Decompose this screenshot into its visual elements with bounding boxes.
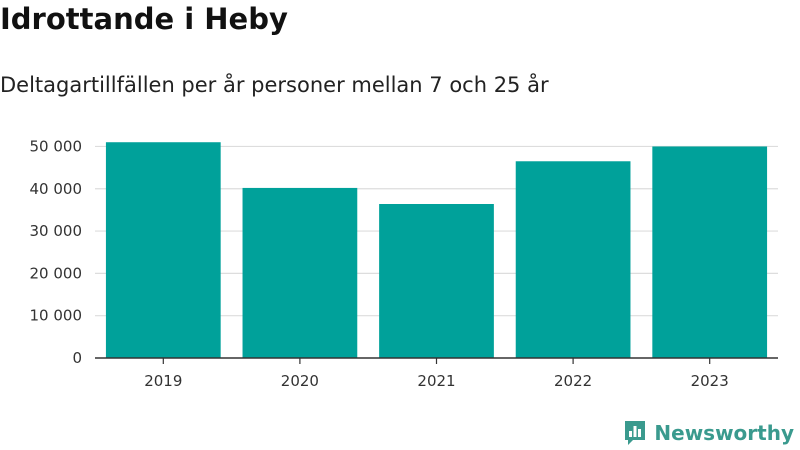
y-tick-label: 20 000: [30, 264, 83, 282]
newsworthy-logo: Newsworthy: [623, 420, 794, 446]
bar-2021: [379, 204, 494, 358]
x-tick-label: 2021: [417, 372, 455, 390]
bar-2020: [242, 187, 358, 358]
axes: 0 10 000 20 000 30 000 40 000 50 000 2019 2020 2…: [30, 137, 778, 390]
x-tick-label: 2020: [281, 372, 319, 390]
y-tick-label: 10 000: [30, 307, 83, 325]
chart-title: Idrottande i Heby: [0, 2, 288, 36]
y-tick-label: 50 000: [30, 137, 83, 155]
bar-chart: 0 10 000 20 000 30 000 40 000 50 000 2019 2020 2…: [30, 137, 778, 390]
chart-subtitle: Deltagartillfällen per år personer mella…: [0, 73, 549, 97]
brand-name: Newsworthy: [654, 421, 794, 445]
bar-2019: [105, 142, 221, 358]
bar-2023: [652, 146, 768, 358]
newsworthy-logo-icon: [625, 421, 646, 445]
y-tick-label: 30 000: [30, 222, 83, 240]
x-tick-label: 2019: [144, 372, 182, 390]
x-tick-label: 2023: [691, 372, 729, 390]
x-tick-label: 2022: [554, 372, 592, 390]
y-tick-label: 0: [72, 349, 82, 367]
bar-2022: [515, 161, 631, 358]
y-tick-label: 40 000: [30, 180, 83, 198]
bars: [105, 142, 768, 358]
